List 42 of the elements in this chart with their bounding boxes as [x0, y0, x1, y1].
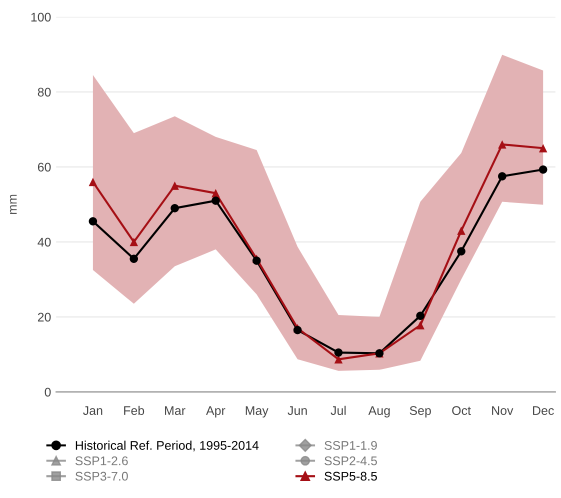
legend-label: SSP3-7.0: [75, 472, 128, 481]
point: [538, 144, 548, 152]
x-tick-label: Mar: [165, 406, 186, 415]
point: [498, 172, 506, 180]
x-tick-label: May: [246, 406, 268, 418]
point: [498, 140, 506, 149]
legend-label: SSP1-1.9: [324, 441, 377, 450]
y-tick-label: 40: [38, 238, 51, 247]
point: [88, 178, 98, 186]
x-tick-label: Jun: [288, 406, 307, 415]
y-tick-label: 80: [38, 88, 51, 97]
legend-label: SSP1-2.6: [75, 456, 128, 466]
y-tick-label: 0: [44, 388, 51, 397]
legend-label: Historical Ref. Period, 1995-2014: [76, 440, 259, 452]
point: [170, 182, 179, 190]
point: [212, 196, 220, 205]
point: [170, 204, 179, 212]
x-tick-label: Apr: [206, 406, 226, 418]
point: [538, 165, 548, 174]
x-tick-label: Dec: [533, 406, 554, 415]
x-tick-label: Oct: [452, 406, 471, 415]
x-tick-label: Jul: [330, 406, 346, 415]
point: [416, 321, 425, 330]
x-tick-label: Nov: [492, 406, 514, 415]
y-tick-label: 100: [31, 12, 51, 22]
point: [212, 189, 220, 198]
point: [334, 348, 343, 357]
y-tick-label: 20: [38, 312, 51, 322]
y-tick-label: 60: [38, 162, 51, 172]
point: [457, 226, 466, 235]
point: [130, 254, 138, 263]
y-axis-title: mm: [10, 194, 17, 214]
x-tick-label: Jan: [83, 406, 102, 415]
x-tick-label: Aug: [368, 406, 390, 418]
point: [416, 312, 425, 320]
point: [457, 247, 466, 256]
point: [88, 217, 98, 226]
x-tick-label: Sep: [410, 406, 431, 418]
point: [130, 238, 138, 246]
legend-label: SSP5-8.5: [324, 472, 377, 481]
x-tick-label: Feb: [124, 406, 144, 415]
legend-label: SSP2-4.5: [324, 456, 377, 466]
